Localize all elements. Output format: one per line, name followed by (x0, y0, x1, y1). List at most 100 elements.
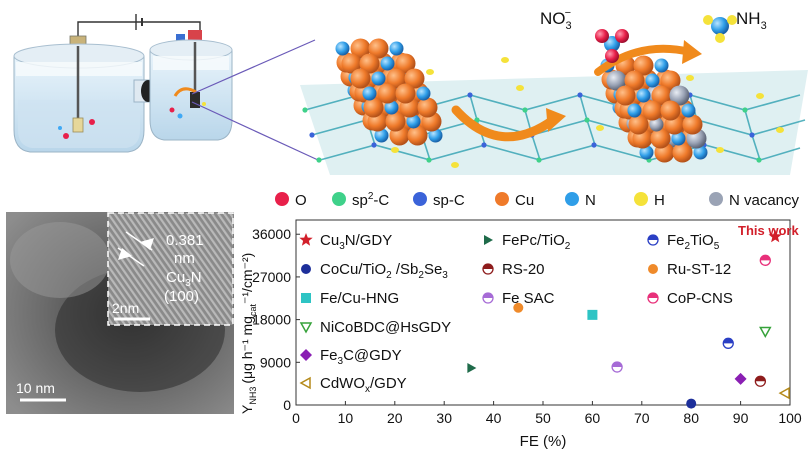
phase-label: Cu3N (166, 269, 202, 289)
y-tick-label: 27000 (252, 269, 291, 285)
nitrogen-atom (371, 71, 386, 86)
copper-atom (363, 97, 384, 118)
copper-atom (615, 85, 636, 106)
nitrogen-atom (654, 58, 669, 73)
x-axis: 0 10 20 30 40 50 60 70 80 90 100 (292, 401, 802, 426)
nitrogen-atom (681, 103, 696, 118)
chart-legend: Cu3N/GDY CoCu/TiO2 /Sb2Se3 Fe/Cu-HNG NiCoBD… (299, 232, 733, 395)
x-tick-label: 10 (338, 410, 354, 426)
graphdiyne-atom (577, 92, 583, 98)
y-tick-label: 18000 (252, 312, 291, 328)
electrochemical-cell (13, 14, 319, 161)
nitrogen-atom (362, 86, 377, 101)
x-tick-label: 20 (387, 410, 403, 426)
data-point (722, 337, 734, 349)
y-axis-label: YNH3(μg h⁻¹ mgcat⁻¹/cm⁻²) (239, 253, 258, 414)
data-point (768, 229, 782, 243)
hydrogen-atom (501, 57, 509, 63)
graphdiyne-atom (749, 132, 755, 138)
data-point (778, 386, 790, 400)
legend-atom-label: N (585, 192, 596, 209)
legend-marker-icon (299, 233, 313, 246)
nitrogen-atom (636, 88, 651, 103)
legend-atom-label: H (654, 192, 665, 209)
data-point (686, 398, 697, 409)
x-tick-label: 100 (778, 410, 802, 426)
legend-marker-icon (300, 349, 312, 361)
graphdiyne-atom (426, 157, 432, 163)
copper-atom (350, 38, 371, 59)
nitrogen-atom (627, 103, 642, 118)
tem-micrograph: 0.381 nm Cu3N (100) 2nm 10 nm (6, 212, 234, 414)
y-tick-label: 36000 (252, 226, 291, 242)
y-tick-label: 0 (283, 397, 291, 413)
x-tick-label: 30 (436, 410, 452, 426)
legend-label: CdWOx/GDY (320, 375, 407, 395)
legend-marker-icon (301, 293, 311, 303)
legend-label: Ru-ST-12 (667, 261, 731, 278)
nitrate-label: NO3− (540, 7, 572, 32)
legend-atom-sp-icon (332, 192, 346, 206)
copper-atom (395, 53, 416, 74)
legend-label: Fe2TiO5 (667, 232, 720, 252)
copper-atom (660, 70, 681, 91)
hydrogen-atom (391, 147, 399, 153)
copper-atom (350, 68, 371, 89)
legend-label: NiCoBDC@HsGDY (320, 319, 451, 336)
copper-atom (395, 83, 416, 104)
data-point (467, 363, 477, 373)
nitrogen-atom (374, 128, 389, 143)
copper-atom (642, 100, 663, 121)
graphdiyne-atom (536, 157, 542, 163)
copper-atom (624, 70, 645, 91)
x-tick-label: 40 (486, 410, 502, 426)
y-axis: 0 9000 18000 27000 36000 (252, 226, 300, 413)
legend-marker-icon (299, 376, 311, 390)
copper-atom (404, 68, 425, 89)
copper-atom (407, 125, 428, 146)
legend-marker-icon (648, 264, 658, 274)
legend-label: FePc/TiO2 (502, 232, 571, 252)
graphdiyne-atom (522, 107, 528, 113)
graphdiyne-atom (467, 92, 473, 98)
x-tick-label: 90 (733, 410, 749, 426)
legend-atom-cu-icon (495, 192, 509, 206)
legend-label: CoP-CNS (667, 290, 733, 307)
legend-label: RS-20 (502, 261, 545, 278)
legend-marker-icon (299, 322, 313, 334)
hydrogen-atom (596, 125, 604, 131)
legend-atom-n-vacancy-icon (709, 192, 723, 206)
legend-label: Fe SAC (502, 290, 555, 307)
y-tick-label: 9000 (260, 354, 291, 370)
graphdiyne-atom (742, 107, 748, 113)
data-point (759, 326, 772, 339)
graphdiyne-atom (481, 142, 487, 148)
nitrogen-atom (416, 86, 431, 101)
copper-atom (359, 53, 380, 74)
nitrogen-atom (693, 145, 708, 160)
legend-atom-sp-c-icon (413, 192, 427, 206)
copper-atom (377, 83, 398, 104)
tem-inset (107, 212, 234, 326)
copper-atom (628, 114, 649, 135)
graphdiyne-atom (371, 142, 377, 148)
hydrogen-atom (716, 147, 724, 153)
main-scale-label: 10 nm (16, 380, 55, 396)
hydrogen-atom (516, 85, 524, 91)
nitrogen-atom (335, 41, 350, 56)
x-axis-label: FE (%) (520, 433, 567, 450)
data-point (513, 302, 524, 313)
x-tick-label: 70 (634, 410, 650, 426)
copper-atom (672, 142, 693, 163)
nitrogen-atom (428, 128, 443, 143)
data-points (467, 229, 790, 409)
data-point (734, 372, 747, 385)
nitrogen-vacancy (669, 85, 690, 106)
copper-atom (650, 128, 671, 149)
hydrogen-atom (686, 75, 694, 81)
legend-label: Fe3C@GDY (320, 347, 402, 367)
catalyst-schematic: NO3− NH3 (300, 7, 808, 175)
data-point (754, 375, 767, 387)
legend-atom-label: sp-C (433, 192, 465, 209)
copper-atom (682, 114, 703, 135)
